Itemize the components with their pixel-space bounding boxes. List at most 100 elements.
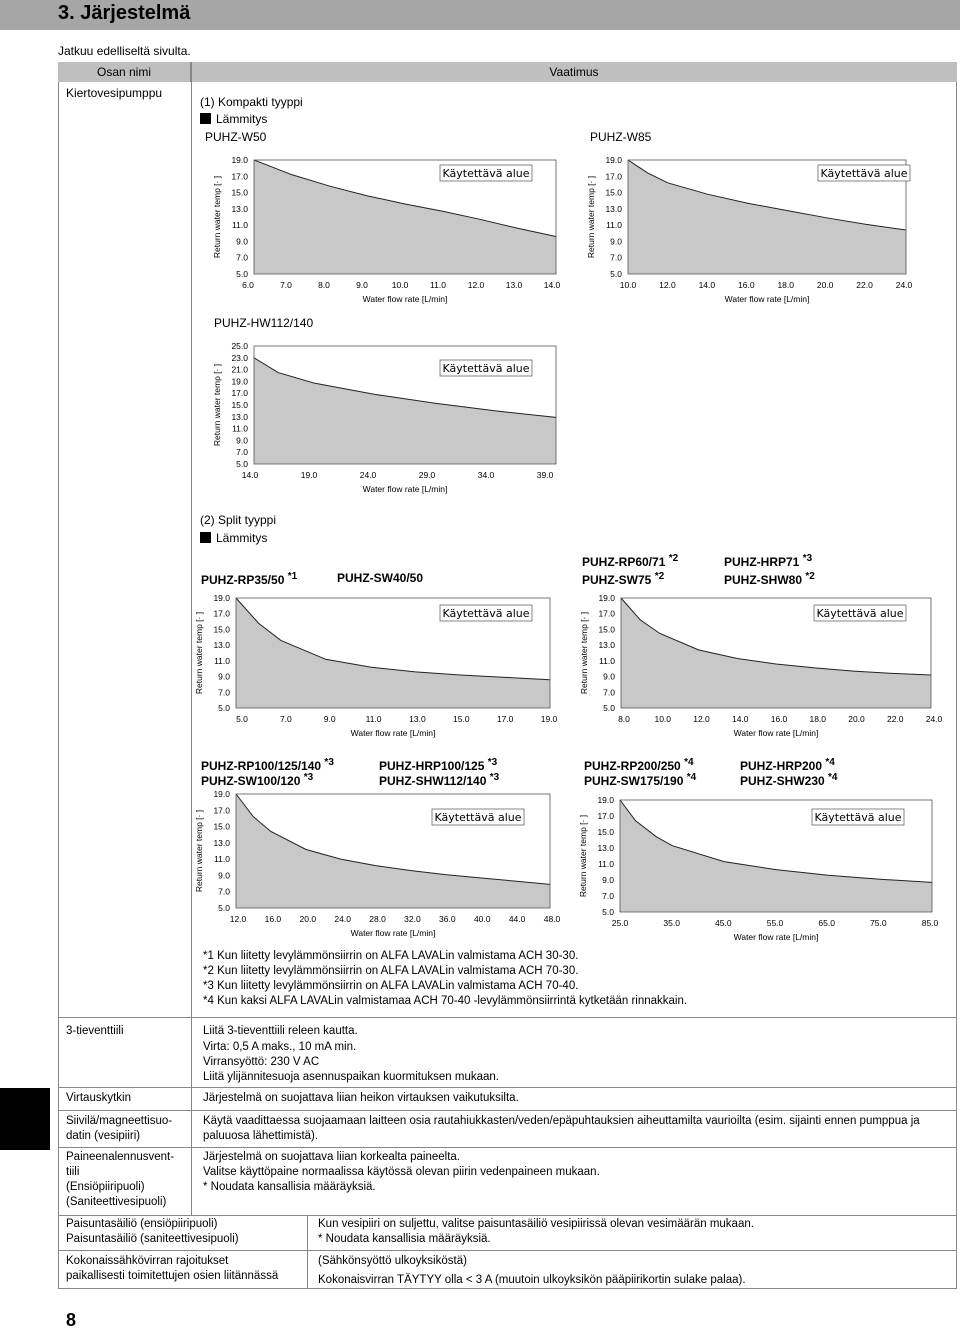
y-tick-label: 9.0 <box>236 236 248 246</box>
y-tick-label: 13.0 <box>597 843 614 853</box>
y-tick-label: 7.0 <box>236 447 248 457</box>
x-tick-label: 48.0 <box>544 914 561 924</box>
y-tick-label: 9.0 <box>610 236 622 246</box>
operating-area <box>236 598 550 708</box>
x-axis-label: Water flow rate [L/min] <box>363 294 448 304</box>
label-sw175: PUHZ-SW175/190 *4 <box>584 772 697 788</box>
y-axis-label: Return water temp [· ] <box>194 612 204 694</box>
x-tick-label: 14.0 <box>732 714 749 724</box>
y-tick-label: 5.0 <box>603 703 615 713</box>
y-tick-label: 15.0 <box>231 188 248 198</box>
section-compact: (1) Kompakti tyyppi <box>200 95 303 109</box>
footnote-4: *4 Kun kaksi ALFA LAVALin valmistamaa AC… <box>203 995 688 1007</box>
y-tick-label: 9.0 <box>603 672 615 682</box>
label-shw80: PUHZ-SHW80 *2 <box>724 571 815 587</box>
section-header: 3. Järjestelmä <box>0 0 960 30</box>
requirement-line: Virta: 0,5 A maks., 10 mA min. <box>203 1041 357 1053</box>
y-tick-label: 11.0 <box>599 656 615 666</box>
section-split: (2) Split tyyppi <box>200 513 277 527</box>
x-tick-label: 44.0 <box>509 914 526 924</box>
part-name-flow-switch: Virtauskytkin <box>66 1092 131 1104</box>
y-tick-label: 11.0 <box>232 424 248 434</box>
y-tick-label: 17.0 <box>598 609 615 619</box>
x-tick-label: 10.0 <box>620 280 637 290</box>
x-tick-label: 16.0 <box>738 280 755 290</box>
requirement-line: Liitä 3-tieventtiili releen kautta. <box>203 1025 358 1037</box>
operating-area <box>254 160 556 274</box>
y-tick-label: 11.0 <box>606 220 622 230</box>
column-header-requirement: Vaatimus <box>191 62 957 82</box>
label-sw75: PUHZ-SW75 *2 <box>582 571 665 587</box>
page-number: 8 <box>66 1310 77 1330</box>
part-name-relief-valve: Paineenalennusvent- <box>66 1151 175 1163</box>
y-tick-label: 15.0 <box>213 624 230 634</box>
y-tick-label: 15.0 <box>213 822 230 832</box>
y-axis-label: Return water temp [· ] <box>586 176 596 258</box>
x-tick-label: 22.0 <box>887 714 904 724</box>
requirement-line: Valitse käyttöpaine normaalissa käytössä… <box>203 1166 600 1178</box>
x-tick-label: 32.0 <box>404 914 421 924</box>
x-tick-label: 16.0 <box>771 714 788 724</box>
column-header-part: Osan nimi <box>58 62 191 82</box>
x-axis-label: Water flow rate [L/min] <box>351 728 436 738</box>
side-tab-marker <box>0 1088 50 1150</box>
y-tick-label: 9.0 <box>218 870 230 880</box>
y-tick-label: 19.0 <box>231 376 248 386</box>
x-tick-label: 11.0 <box>430 280 446 290</box>
x-tick-label: 9.0 <box>356 280 368 290</box>
x-tick-label: 75.0 <box>870 918 887 928</box>
y-tick-label: 5.0 <box>236 459 248 469</box>
y-tick-label: 17.0 <box>213 609 230 619</box>
x-tick-label: 15.0 <box>453 714 470 724</box>
y-axis-label: Return water temp [· ] <box>212 364 222 446</box>
annotation-label: Käytettävä alue <box>816 607 903 620</box>
label-rp100: PUHZ-RP100/125/140 *3 <box>201 757 334 773</box>
part-name-relief-valve-3: (Ensiöpiiripuoli) <box>66 1181 145 1193</box>
x-tick-label: 20.0 <box>848 714 865 724</box>
operating-area <box>236 794 550 908</box>
x-tick-label: 14.0 <box>699 280 716 290</box>
requirement-line: (Sähkönsyöttö ulkoyksiköstä) <box>318 1255 467 1267</box>
y-tick-label: 7.0 <box>218 887 230 897</box>
x-tick-label: 13.0 <box>506 280 523 290</box>
operating-area <box>620 800 932 912</box>
y-tick-label: 13.0 <box>231 412 248 422</box>
x-tick-label: 8.0 <box>318 280 330 290</box>
x-tick-label: 22.0 <box>856 280 873 290</box>
x-tick-label: 18.0 <box>777 280 794 290</box>
plot-frame <box>620 597 932 709</box>
label-rp200: PUHZ-RP200/250 *4 <box>584 757 694 773</box>
x-tick-label: 10.0 <box>392 280 409 290</box>
x-tick-label: 9.0 <box>324 714 336 724</box>
y-tick-label: 17.0 <box>231 388 248 398</box>
x-tick-label: 24.0 <box>926 714 943 724</box>
x-tick-label: 12.0 <box>659 280 676 290</box>
operating-area <box>628 160 906 274</box>
heating-label-1: Lämmitys <box>200 112 267 126</box>
annotation-label: Käytettävä alue <box>442 167 529 180</box>
annotation-label: Käytettävä alue <box>814 811 901 824</box>
boundary-curve <box>253 357 557 418</box>
requirement-line: Liitä ylijännitesuoja asennuspaikan kuor… <box>203 1071 499 1083</box>
heating-label-2: Lämmitys <box>200 531 267 545</box>
boundary-curve <box>235 793 551 885</box>
label-w85: PUHZ-W85 <box>590 130 652 144</box>
y-axis-label: Return water temp [· ] <box>579 612 589 694</box>
x-tick-label: 24.0 <box>334 914 351 924</box>
plot-frame <box>253 345 557 465</box>
requirement-line: Virransyöttö: 230 V AC <box>203 1056 320 1068</box>
boundary-curve <box>627 159 907 231</box>
y-tick-label: 15.0 <box>598 624 615 634</box>
boundary-curve <box>620 597 932 676</box>
annotation-box <box>811 808 905 826</box>
x-tick-label: 36.0 <box>439 914 456 924</box>
x-tick-label: 20.0 <box>817 280 834 290</box>
label-hrp71: PUHZ-HRP71 *3 <box>724 553 813 569</box>
footnote-1: *1 Kun liitetty levylämmönsiirrin on ALF… <box>203 950 579 962</box>
part-name-current-limit-2: paikallisesti toimitettujen osien liitän… <box>66 1270 279 1282</box>
requirement-line: Käytä vaadittaessa suojaamaan laitteen o… <box>203 1115 920 1127</box>
plot-frame <box>253 159 557 275</box>
label-w50: PUHZ-W50 <box>205 130 267 144</box>
